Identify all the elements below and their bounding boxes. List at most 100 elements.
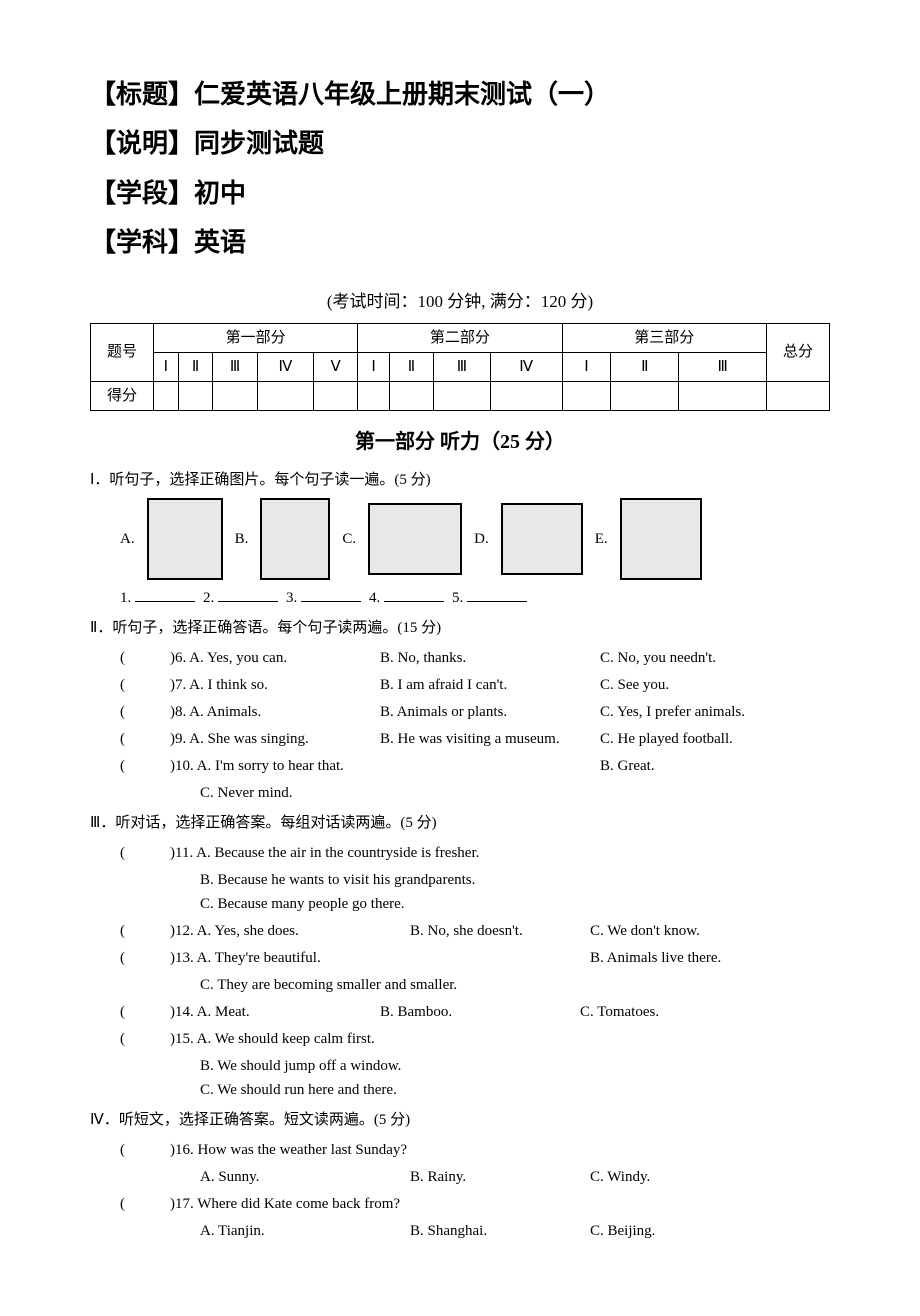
cell: Ⅳ bbox=[490, 352, 562, 381]
opt-c: C. He played football. bbox=[600, 727, 830, 751]
stage-line: 【学段】初中 bbox=[90, 169, 830, 218]
paren: ( bbox=[120, 1192, 170, 1216]
document-header: 【标题】仁爱英语八年级上册期末测试（一） 【说明】同步测试题 【学段】初中 【学… bbox=[90, 70, 830, 268]
cell bbox=[611, 381, 679, 410]
question-10: ( )10. A. I'm sorry to hear that.B. Grea… bbox=[120, 754, 830, 778]
cell: Ⅱ bbox=[178, 352, 213, 381]
paren: ( bbox=[120, 673, 170, 697]
title-label: 【标题】 bbox=[90, 80, 194, 109]
table-row: 题号 第一部分 第二部分 第三部分 总分 bbox=[91, 323, 830, 352]
cell bbox=[178, 381, 213, 410]
subject-text: 英语 bbox=[194, 228, 246, 257]
opt-a: A. She was singing. bbox=[189, 731, 309, 747]
paren: ( bbox=[120, 646, 170, 670]
qnum: )17. bbox=[170, 1196, 197, 1212]
opt-c: C. Because many people go there. bbox=[200, 892, 830, 916]
paren: ( bbox=[120, 1000, 170, 1024]
opt-b: B. Bamboo. bbox=[380, 1000, 580, 1024]
option-label-d: D. bbox=[474, 527, 489, 551]
option-label-a: A. bbox=[120, 527, 135, 551]
opt-c: C. Never mind. bbox=[200, 781, 830, 805]
blank-num: 2. bbox=[203, 590, 214, 606]
opt-a: A. I think so. bbox=[189, 677, 268, 693]
qnum: )12. bbox=[170, 923, 197, 939]
cell: Ⅱ bbox=[389, 352, 433, 381]
question-7: ( )7. A. I think so.B. I am afraid I can… bbox=[120, 673, 830, 697]
qnum: )10. bbox=[170, 758, 197, 774]
image-icon bbox=[620, 498, 702, 580]
opt-b: B. No, she doesn't. bbox=[410, 919, 590, 943]
stage-text: 初中 bbox=[194, 179, 246, 208]
cell-label: 得分 bbox=[91, 381, 154, 410]
opt-b: B. Animals or plants. bbox=[380, 700, 600, 724]
cell: Ⅲ bbox=[213, 352, 257, 381]
option-label-e: E. bbox=[595, 527, 608, 551]
options-16: A. Sunny.B. Rainy.C. Windy. bbox=[120, 1165, 830, 1189]
cell-total: 总分 bbox=[767, 323, 830, 381]
cell bbox=[434, 381, 491, 410]
cell bbox=[213, 381, 257, 410]
qnum: )9. bbox=[170, 731, 189, 747]
opt-b: B. Because he wants to visit his grandpa… bbox=[200, 868, 830, 892]
opt-a: A. Tianjin. bbox=[200, 1219, 410, 1243]
question-block-s4: ( )16. How was the weather last Sunday? … bbox=[120, 1138, 830, 1243]
image-options-row: A. B. C. D. E. bbox=[120, 498, 830, 580]
blank-field[interactable] bbox=[384, 587, 444, 602]
opt-c: C. No, you needn't. bbox=[600, 646, 830, 670]
image-icon bbox=[147, 498, 223, 580]
paren: ( bbox=[120, 700, 170, 724]
opt-a: A. Yes, she does. bbox=[197, 923, 299, 939]
blank-num: 1. bbox=[120, 590, 131, 606]
opt-b: B. We should jump off a window. bbox=[200, 1054, 830, 1078]
score-table: 题号 第一部分 第二部分 第三部分 总分 Ⅰ Ⅱ Ⅲ Ⅳ Ⅴ Ⅰ Ⅱ Ⅲ Ⅳ Ⅰ… bbox=[90, 323, 830, 411]
question-14: ( )14. A. Meat.B. Bamboo.C. Tomatoes. bbox=[120, 1000, 830, 1024]
title-text: 仁爱英语八年级上册期末测试（一） bbox=[194, 80, 610, 109]
stem: Where did Kate come back from? bbox=[197, 1196, 400, 1212]
blank-field[interactable] bbox=[218, 587, 278, 602]
cell: Ⅲ bbox=[679, 352, 767, 381]
opt-b: B. No, thanks. bbox=[380, 646, 600, 670]
table-row: Ⅰ Ⅱ Ⅲ Ⅳ Ⅴ Ⅰ Ⅱ Ⅲ Ⅳ Ⅰ Ⅱ Ⅲ bbox=[91, 352, 830, 381]
blank-field[interactable] bbox=[467, 587, 527, 602]
blank-field[interactable] bbox=[301, 587, 361, 602]
paren: ( bbox=[120, 841, 170, 865]
cell-part1: 第一部分 bbox=[154, 323, 358, 352]
table-row: 得分 bbox=[91, 381, 830, 410]
paren: ( bbox=[120, 1138, 170, 1162]
section-title: 第一部分 听力（25 分） bbox=[90, 426, 830, 458]
opt-b: B. I am afraid I can't. bbox=[380, 673, 600, 697]
paren: ( bbox=[120, 754, 170, 778]
option-label-b: B. bbox=[235, 527, 249, 551]
opt-a: A. Because the air in the countryside is… bbox=[196, 845, 479, 861]
question-block-s2: ( )6. A. Yes, you can.B. No, thanks.C. N… bbox=[120, 646, 830, 805]
cell bbox=[562, 381, 611, 410]
opt-a: A. Animals. bbox=[189, 704, 261, 720]
question-17: ( )17. Where did Kate come back from? bbox=[120, 1192, 830, 1216]
opt-c: C. Yes, I prefer animals. bbox=[600, 700, 830, 724]
cell: Ⅲ bbox=[434, 352, 491, 381]
cell: Ⅰ bbox=[154, 352, 179, 381]
blank-num: 5. bbox=[452, 590, 463, 606]
opt-c: C. See you. bbox=[600, 673, 830, 697]
qnum: )16. bbox=[170, 1142, 198, 1158]
opt-b: B. He was visiting a museum. bbox=[380, 727, 600, 751]
opt-b: B. Rainy. bbox=[410, 1165, 590, 1189]
cell bbox=[490, 381, 562, 410]
exam-info: (考试时间：100 分钟, 满分：120 分) bbox=[90, 288, 830, 315]
fill-blanks-row: 1. 2. 3. 4. 5. bbox=[120, 586, 830, 610]
instruction-s2: Ⅱ．听句子，选择正确答语。每个句子读两遍。(15 分) bbox=[90, 616, 830, 640]
question-13: ( )13. A. They're beautiful.B. Animals l… bbox=[120, 946, 830, 970]
opt-b: B. Shanghai. bbox=[410, 1219, 590, 1243]
cell bbox=[389, 381, 433, 410]
opt-c: C. We should run here and there. bbox=[200, 1078, 830, 1102]
option-label-c: C. bbox=[342, 527, 356, 551]
opt-c: C. They are becoming smaller and smaller… bbox=[200, 973, 830, 997]
opt-c: C. Tomatoes. bbox=[580, 1000, 830, 1024]
desc-text: 同步测试题 bbox=[194, 129, 324, 158]
blank-field[interactable] bbox=[135, 587, 195, 602]
paren: ( bbox=[120, 727, 170, 751]
cell-part3: 第三部分 bbox=[562, 323, 766, 352]
image-icon bbox=[368, 503, 462, 575]
desc-line: 【说明】同步测试题 bbox=[90, 119, 830, 168]
cell bbox=[257, 381, 313, 410]
